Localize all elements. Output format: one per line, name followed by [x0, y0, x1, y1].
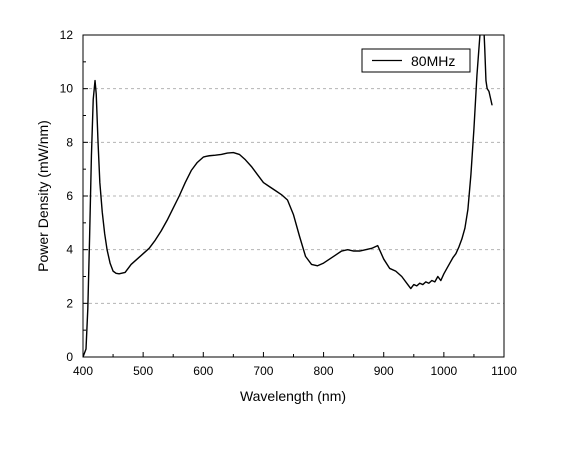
y-axis-title: Power Density (mW/nm) — [35, 120, 51, 272]
grid-lines — [83, 88, 504, 304]
series-line-0 — [83, 35, 493, 357]
x-tick-label: 1100 — [491, 364, 517, 378]
x-tick-label: 800 — [314, 364, 334, 378]
y-tick-label: 2 — [66, 296, 73, 310]
y-tick-label: 0 — [66, 350, 73, 364]
legend: 80MHz — [361, 48, 471, 73]
x-tick-label: 1000 — [431, 364, 458, 378]
y-axis: 0 2 4 6 8 10 12 — [60, 28, 88, 364]
y-tick-label: 4 — [66, 243, 73, 257]
x-tick-label: 500 — [133, 364, 153, 378]
y-tick-label: 10 — [60, 82, 74, 96]
x-tick-label: 700 — [253, 364, 273, 378]
legend-box — [361, 48, 471, 73]
y-tick-label: 6 — [66, 189, 73, 203]
x-axis: 400 500 600 700 800 900 1000 1100 — [73, 352, 517, 378]
y-tick-label: 8 — [66, 135, 73, 149]
series-layer — [83, 35, 493, 357]
legend-entry-80mhz: 80MHz — [411, 53, 455, 69]
y-tick-label: 12 — [60, 28, 74, 42]
x-tick-label: 900 — [374, 364, 394, 378]
x-axis-title: Wavelength (nm) — [240, 388, 346, 404]
x-tick-label: 600 — [193, 364, 213, 378]
x-tick-label: 400 — [73, 364, 93, 378]
